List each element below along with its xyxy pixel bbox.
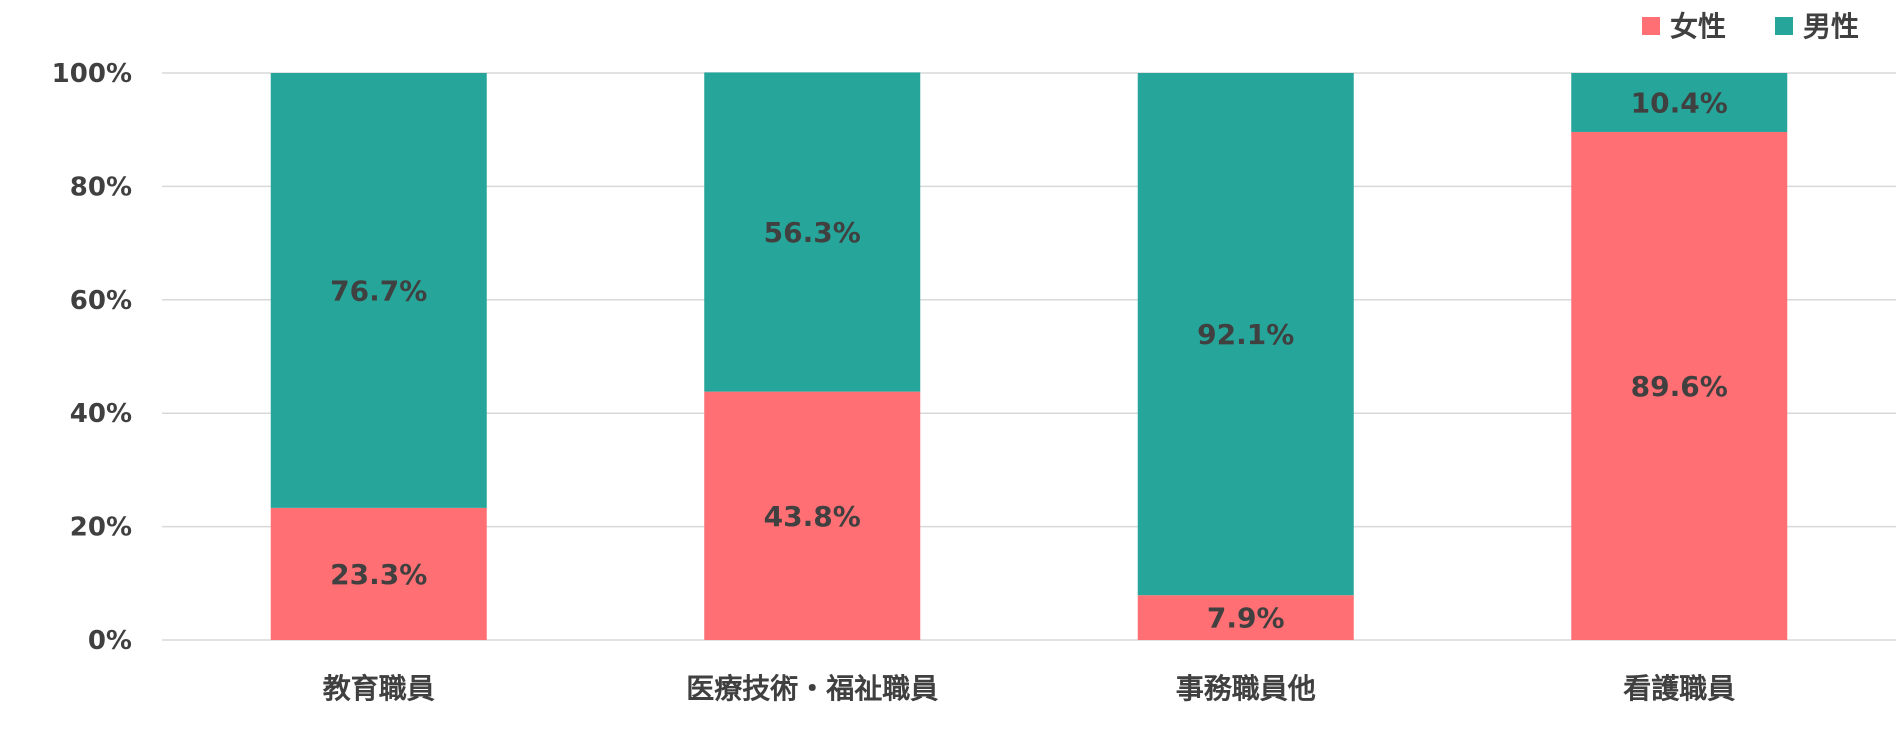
x-category-label: 教育職員 [323,672,435,705]
legend-label-female: 女性 [1670,10,1726,43]
data-label: 76.7% [330,274,427,307]
bar-segment-male [270,73,487,508]
legend-swatch-male [1775,17,1793,35]
bar-segment-female [1137,595,1354,640]
data-label: 56.3% [764,216,861,249]
bar-segment-female [270,507,487,640]
y-axis-ticks: 0% 20% 40% 60% 80% 100% [52,59,132,656]
data-label: 7.9% [1207,602,1285,635]
legend: 女性 男性 [1642,10,1859,43]
bar-segment-male [1137,73,1354,596]
data-label: 92.1% [1197,318,1294,351]
data-label: 43.8% [764,500,861,533]
y-tick-label: 40% [70,399,132,429]
data-labels: 23.3% 76.7% 43.8% 56.3% 7.9% 92.1% 89.6% 10.4% [330,86,1728,634]
x-category-label: 看護職員 [1623,672,1735,705]
data-label: 89.6% [1631,370,1728,403]
bars [270,72,1788,640]
y-tick-label: 80% [70,172,132,202]
y-tick-label: 100% [52,59,132,89]
bar-segment-male [704,72,921,392]
x-axis-categories: 教育職員 医療技術・福祉職員 事務職員他 看護職員 [323,672,1736,705]
y-tick-label: 0% [88,626,132,656]
legend-swatch-female [1642,17,1660,35]
bar-segment-female [704,391,921,640]
data-label: 10.4% [1631,86,1728,119]
x-category-label: 事務職員他 [1176,672,1316,705]
data-label: 23.3% [330,558,427,591]
y-tick-label: 20% [70,513,132,543]
bar-segment-male [1571,73,1788,132]
legend-label-male: 男性 [1803,10,1859,43]
x-category-label: 医療技術・福祉職員 [686,672,938,705]
bar-segment-female [1571,131,1788,640]
y-tick-label: 60% [70,286,132,316]
